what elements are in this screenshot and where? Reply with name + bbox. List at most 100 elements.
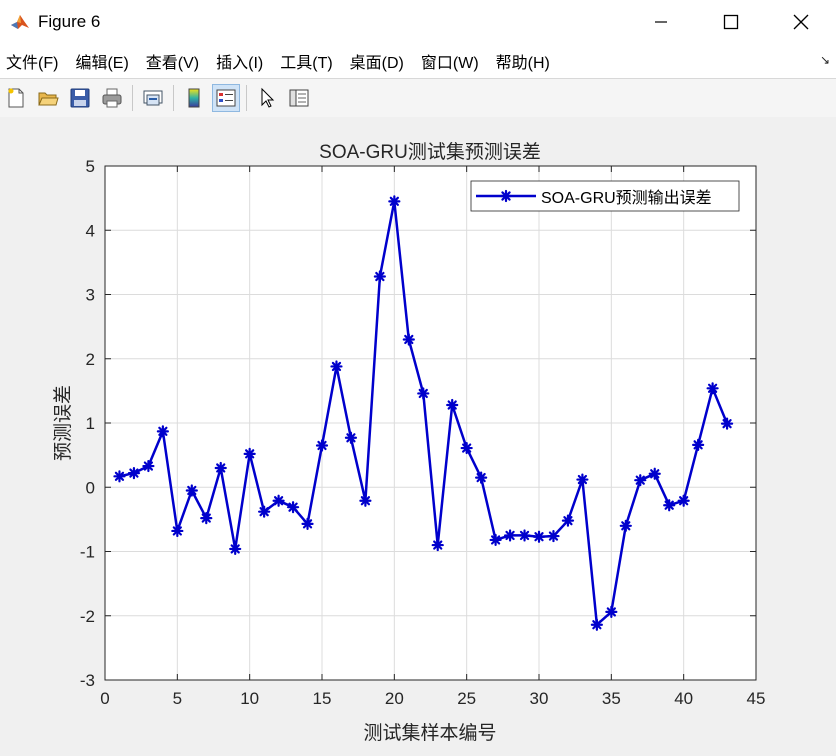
y-tick-label: -3 <box>80 671 95 690</box>
data-point[interactable] <box>518 529 531 542</box>
legend-button[interactable] <box>212 84 240 112</box>
menu-tools[interactable]: 工具(T) <box>280 55 333 72</box>
menu-insert[interactable]: 插入(I) <box>216 55 264 72</box>
link-plot-icon <box>143 90 163 106</box>
menu-view[interactable]: 查看(V) <box>145 55 200 72</box>
data-point[interactable] <box>431 538 444 552</box>
x-tick-label: 10 <box>240 689 259 708</box>
y-tick-label: 2 <box>86 350 95 369</box>
x-axis-ticks: 0 5 10 15 20 25 30 35 40 45 <box>100 166 765 708</box>
menu-file[interactable]: 文件(F) <box>6 55 59 72</box>
menu-desktop[interactable]: 桌面(D) <box>349 55 404 72</box>
maximize-button[interactable] <box>696 0 766 44</box>
y-axis-ticks: -3 -2 -1 0 1 2 3 4 5 <box>80 157 756 690</box>
toolbar-separator <box>173 85 174 111</box>
data-point[interactable] <box>373 270 386 283</box>
data-point[interactable] <box>330 360 343 373</box>
data-point[interactable] <box>489 533 502 547</box>
data-point[interactable] <box>547 529 560 543</box>
minimize-button[interactable] <box>626 0 696 44</box>
data-point[interactable] <box>214 461 227 475</box>
print-icon <box>102 88 122 108</box>
x-tick-label: 40 <box>674 689 693 708</box>
data-point[interactable] <box>417 387 430 400</box>
data-point[interactable] <box>460 441 473 455</box>
data-point[interactable] <box>185 484 198 497</box>
grid-lines <box>105 166 756 680</box>
x-tick-label: 30 <box>530 689 549 708</box>
data-point[interactable] <box>243 447 256 460</box>
data-point[interactable] <box>301 517 314 530</box>
new-figure-icon <box>8 88 24 108</box>
colorbar-button[interactable] <box>180 84 208 112</box>
data-point[interactable] <box>344 431 358 444</box>
save-icon <box>70 88 90 108</box>
x-tick-label: 25 <box>457 689 476 708</box>
data-point[interactable] <box>475 471 488 484</box>
data-point[interactable] <box>315 439 329 452</box>
data-point[interactable] <box>692 438 705 451</box>
x-tick-label: 20 <box>385 689 404 708</box>
data-point[interactable] <box>503 529 517 542</box>
legend-marker-icon[interactable] <box>499 189 513 203</box>
y-tick-label: 5 <box>86 157 95 176</box>
data-point[interactable] <box>402 333 415 346</box>
menu-bar: 文件(F) 编辑(E) 查看(V) 插入(I) 工具(T) 桌面(D) 窗口(W… <box>0 44 836 78</box>
link-plot-button[interactable] <box>139 84 167 112</box>
error-line-chart[interactable]: SOA-GRU测试集预测误差 0 5 10 15 20 25 30 35 40 45 -3-2-1… <box>0 117 836 751</box>
menu-help[interactable]: 帮助(H) <box>495 55 550 72</box>
save-button[interactable] <box>66 84 94 112</box>
y-tick-label: -2 <box>80 607 95 626</box>
data-point[interactable] <box>388 195 401 208</box>
data-point[interactable] <box>605 605 618 618</box>
data-point[interactable] <box>156 425 169 438</box>
data-point[interactable] <box>113 470 126 483</box>
data-point[interactable] <box>634 474 647 487</box>
x-tick-label: 5 <box>173 689 182 708</box>
data-point[interactable] <box>258 505 271 518</box>
data-point[interactable] <box>142 459 155 473</box>
data-point[interactable] <box>446 398 459 412</box>
menu-edit[interactable]: 编辑(E) <box>75 55 129 72</box>
data-point[interactable] <box>272 494 285 507</box>
data-point[interactable] <box>359 494 372 507</box>
data-point[interactable] <box>127 467 141 480</box>
y-axis-label: 预测误差 <box>52 385 74 461</box>
legend[interactable]: SOA-GRU预测输出误差 <box>470 180 740 212</box>
dock-arrow-icon[interactable]: ↘ <box>819 53 830 67</box>
x-tick-label: 15 <box>313 689 332 708</box>
y-tick-label: 3 <box>86 286 95 305</box>
print-button[interactable] <box>98 84 126 112</box>
data-point[interactable] <box>663 499 676 512</box>
data-point[interactable] <box>706 382 719 395</box>
data-point[interactable] <box>171 524 184 538</box>
data-point[interactable] <box>619 519 632 532</box>
x-tick-label: 45 <box>747 689 766 708</box>
data-point[interactable] <box>286 501 300 514</box>
window-title: Figure 6 <box>38 12 101 31</box>
data-point[interactable] <box>561 514 575 527</box>
data-point[interactable] <box>576 473 589 486</box>
legend-icon <box>216 89 236 107</box>
data-point[interactable] <box>229 542 242 556</box>
x-tick-label: 35 <box>602 689 621 708</box>
toolbar-separator <box>246 85 247 111</box>
data-point[interactable] <box>200 511 213 525</box>
colorbar-icon <box>188 88 200 108</box>
data-point[interactable] <box>720 417 734 430</box>
property-editor-icon <box>289 89 309 107</box>
pointer-button[interactable] <box>253 84 281 112</box>
figure-toolbar <box>0 78 836 118</box>
close-button[interactable] <box>766 0 836 44</box>
data-point[interactable] <box>677 494 690 507</box>
window-titlebar: Figure 6 <box>0 0 836 44</box>
open-file-button[interactable] <box>34 84 62 112</box>
property-editor-button[interactable] <box>285 84 313 112</box>
data-point[interactable] <box>648 467 661 480</box>
menu-window[interactable]: 窗口(W) <box>420 55 479 72</box>
data-point[interactable] <box>590 618 603 631</box>
data-point[interactable] <box>532 530 546 543</box>
new-figure-button[interactable] <box>2 84 30 112</box>
legend-marker <box>499 189 513 203</box>
close-icon <box>793 14 809 30</box>
